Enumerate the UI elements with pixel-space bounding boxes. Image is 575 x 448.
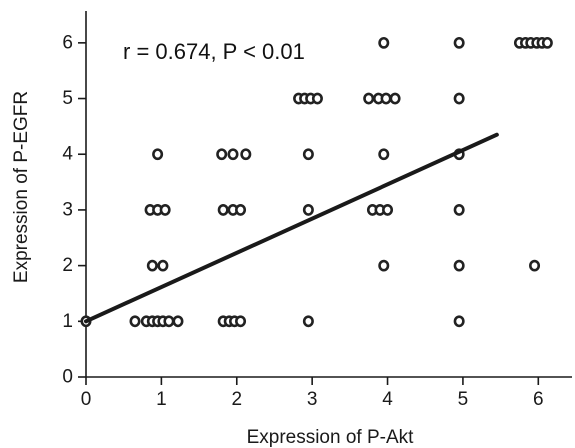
data-point	[529, 259, 541, 272]
data-point	[146, 259, 158, 272]
y-tick-label: 4	[62, 144, 73, 165]
tick-group: 0 1 2 3 4 5 6 0 1 2 3 4 5 6	[62, 32, 543, 410]
data-point	[453, 315, 465, 328]
data-point	[240, 148, 252, 161]
data-point	[453, 92, 465, 105]
y-tick-label: 0	[62, 367, 73, 388]
x-tick-label: 2	[231, 389, 242, 410]
data-point	[378, 36, 390, 49]
y-tick-label: 3	[62, 199, 73, 220]
data-point	[302, 315, 314, 328]
x-tick-label: 5	[458, 389, 469, 410]
data-point	[363, 92, 375, 105]
data-point	[302, 204, 314, 216]
x-tick-label: 6	[533, 389, 544, 410]
data-point	[129, 315, 141, 328]
data-point	[389, 92, 401, 105]
x-tick-label: 1	[156, 389, 167, 410]
data-point	[380, 92, 392, 105]
data-point	[453, 36, 465, 49]
data-point	[453, 204, 465, 216]
regression-line	[84, 132, 499, 324]
data-point	[217, 204, 229, 216]
correlation-annotation: r = 0.674, P < 0.01	[123, 39, 305, 64]
data-point	[311, 92, 323, 105]
data-point	[159, 204, 171, 216]
data-point	[235, 204, 247, 216]
trendline-group	[84, 132, 499, 324]
y-tick-label: 1	[62, 311, 73, 332]
data-point	[227, 148, 239, 161]
x-axis-title: Expression of P-Akt	[247, 427, 415, 448]
y-tick-label: 5	[62, 88, 73, 109]
data-point	[152, 148, 164, 161]
data-point	[302, 148, 314, 161]
x-tick-label: 4	[382, 389, 393, 410]
x-tick-label: 0	[81, 389, 92, 410]
x-tick-label: 3	[307, 389, 318, 410]
points-group	[80, 36, 553, 328]
data-point	[378, 259, 390, 272]
data-point	[172, 315, 184, 328]
data-point	[157, 259, 169, 272]
data-point	[453, 259, 465, 272]
data-point	[541, 36, 553, 49]
data-point	[163, 315, 175, 328]
data-point	[235, 315, 247, 328]
y-axis-title: Expression of P-EGFR	[11, 91, 32, 283]
data-point	[216, 148, 228, 161]
y-tick-label: 2	[62, 255, 73, 276]
data-point	[382, 204, 394, 216]
y-tick-label: 6	[62, 32, 73, 53]
data-point	[378, 148, 390, 161]
